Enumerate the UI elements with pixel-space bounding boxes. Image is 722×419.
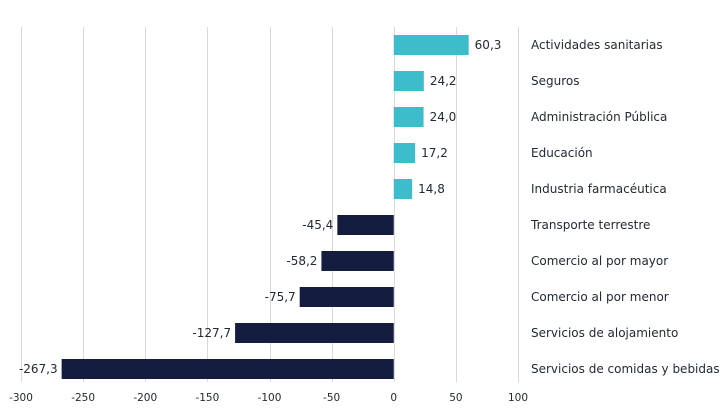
category-label: Seguros (531, 74, 580, 88)
bar (235, 323, 394, 343)
category-label: Actividades sanitarias (531, 38, 663, 52)
bar (321, 251, 394, 271)
category-label: Administración Pública (531, 110, 667, 124)
x-tick-label: 100 (508, 392, 528, 404)
data-label: 24,2 (430, 74, 457, 88)
data-label: 14,8 (418, 182, 445, 196)
bar (393, 179, 413, 199)
category-label: Servicios de comidas y bebidas (531, 362, 720, 376)
x-tick-label: -50 (323, 392, 340, 404)
bars (61, 35, 469, 379)
data-labels: 60,3 24,2 24,0 17,2 14,8 -45,4 -58,2 -75,7 -127,… (19, 38, 501, 376)
data-label: 24,0 (430, 110, 457, 124)
x-tick-label: -150 (195, 392, 219, 404)
x-tick-label: 0 (390, 392, 397, 404)
data-label: 60,3 (475, 38, 502, 52)
category-label: Comercio al por menor (531, 290, 669, 304)
category-label: Servicios de alojamiento (531, 326, 678, 340)
bar (337, 215, 394, 235)
category-label: Transporte terrestre (530, 218, 650, 232)
x-tick-label: -250 (71, 392, 95, 404)
x-tick-label: -100 (258, 392, 282, 404)
x-tick-label: -200 (133, 392, 157, 404)
category-label: Comercio al por mayor (531, 254, 668, 268)
data-label: -45,4 (302, 218, 333, 232)
bar (393, 107, 424, 127)
data-label: -267,3 (19, 362, 58, 376)
data-label: -75,7 (265, 290, 296, 304)
x-axis-ticks: -300 -250 -200 -150 -100 -50 0 50 100 (9, 392, 528, 404)
bar (299, 287, 394, 307)
data-label: -127,7 (192, 326, 231, 340)
data-label: 17,2 (421, 146, 448, 160)
x-tick-label: -300 (9, 392, 33, 404)
bar (393, 35, 469, 55)
bar (393, 71, 424, 91)
category-labels: Actividades sanitarias Seguros Administrac… (530, 38, 720, 376)
category-label: Industria farmacéutica (531, 182, 667, 196)
bar (61, 359, 394, 379)
category-label: Educación (531, 146, 593, 160)
x-tick-label: 50 (449, 392, 462, 404)
data-label: -58,2 (286, 254, 317, 268)
bar (393, 143, 416, 163)
